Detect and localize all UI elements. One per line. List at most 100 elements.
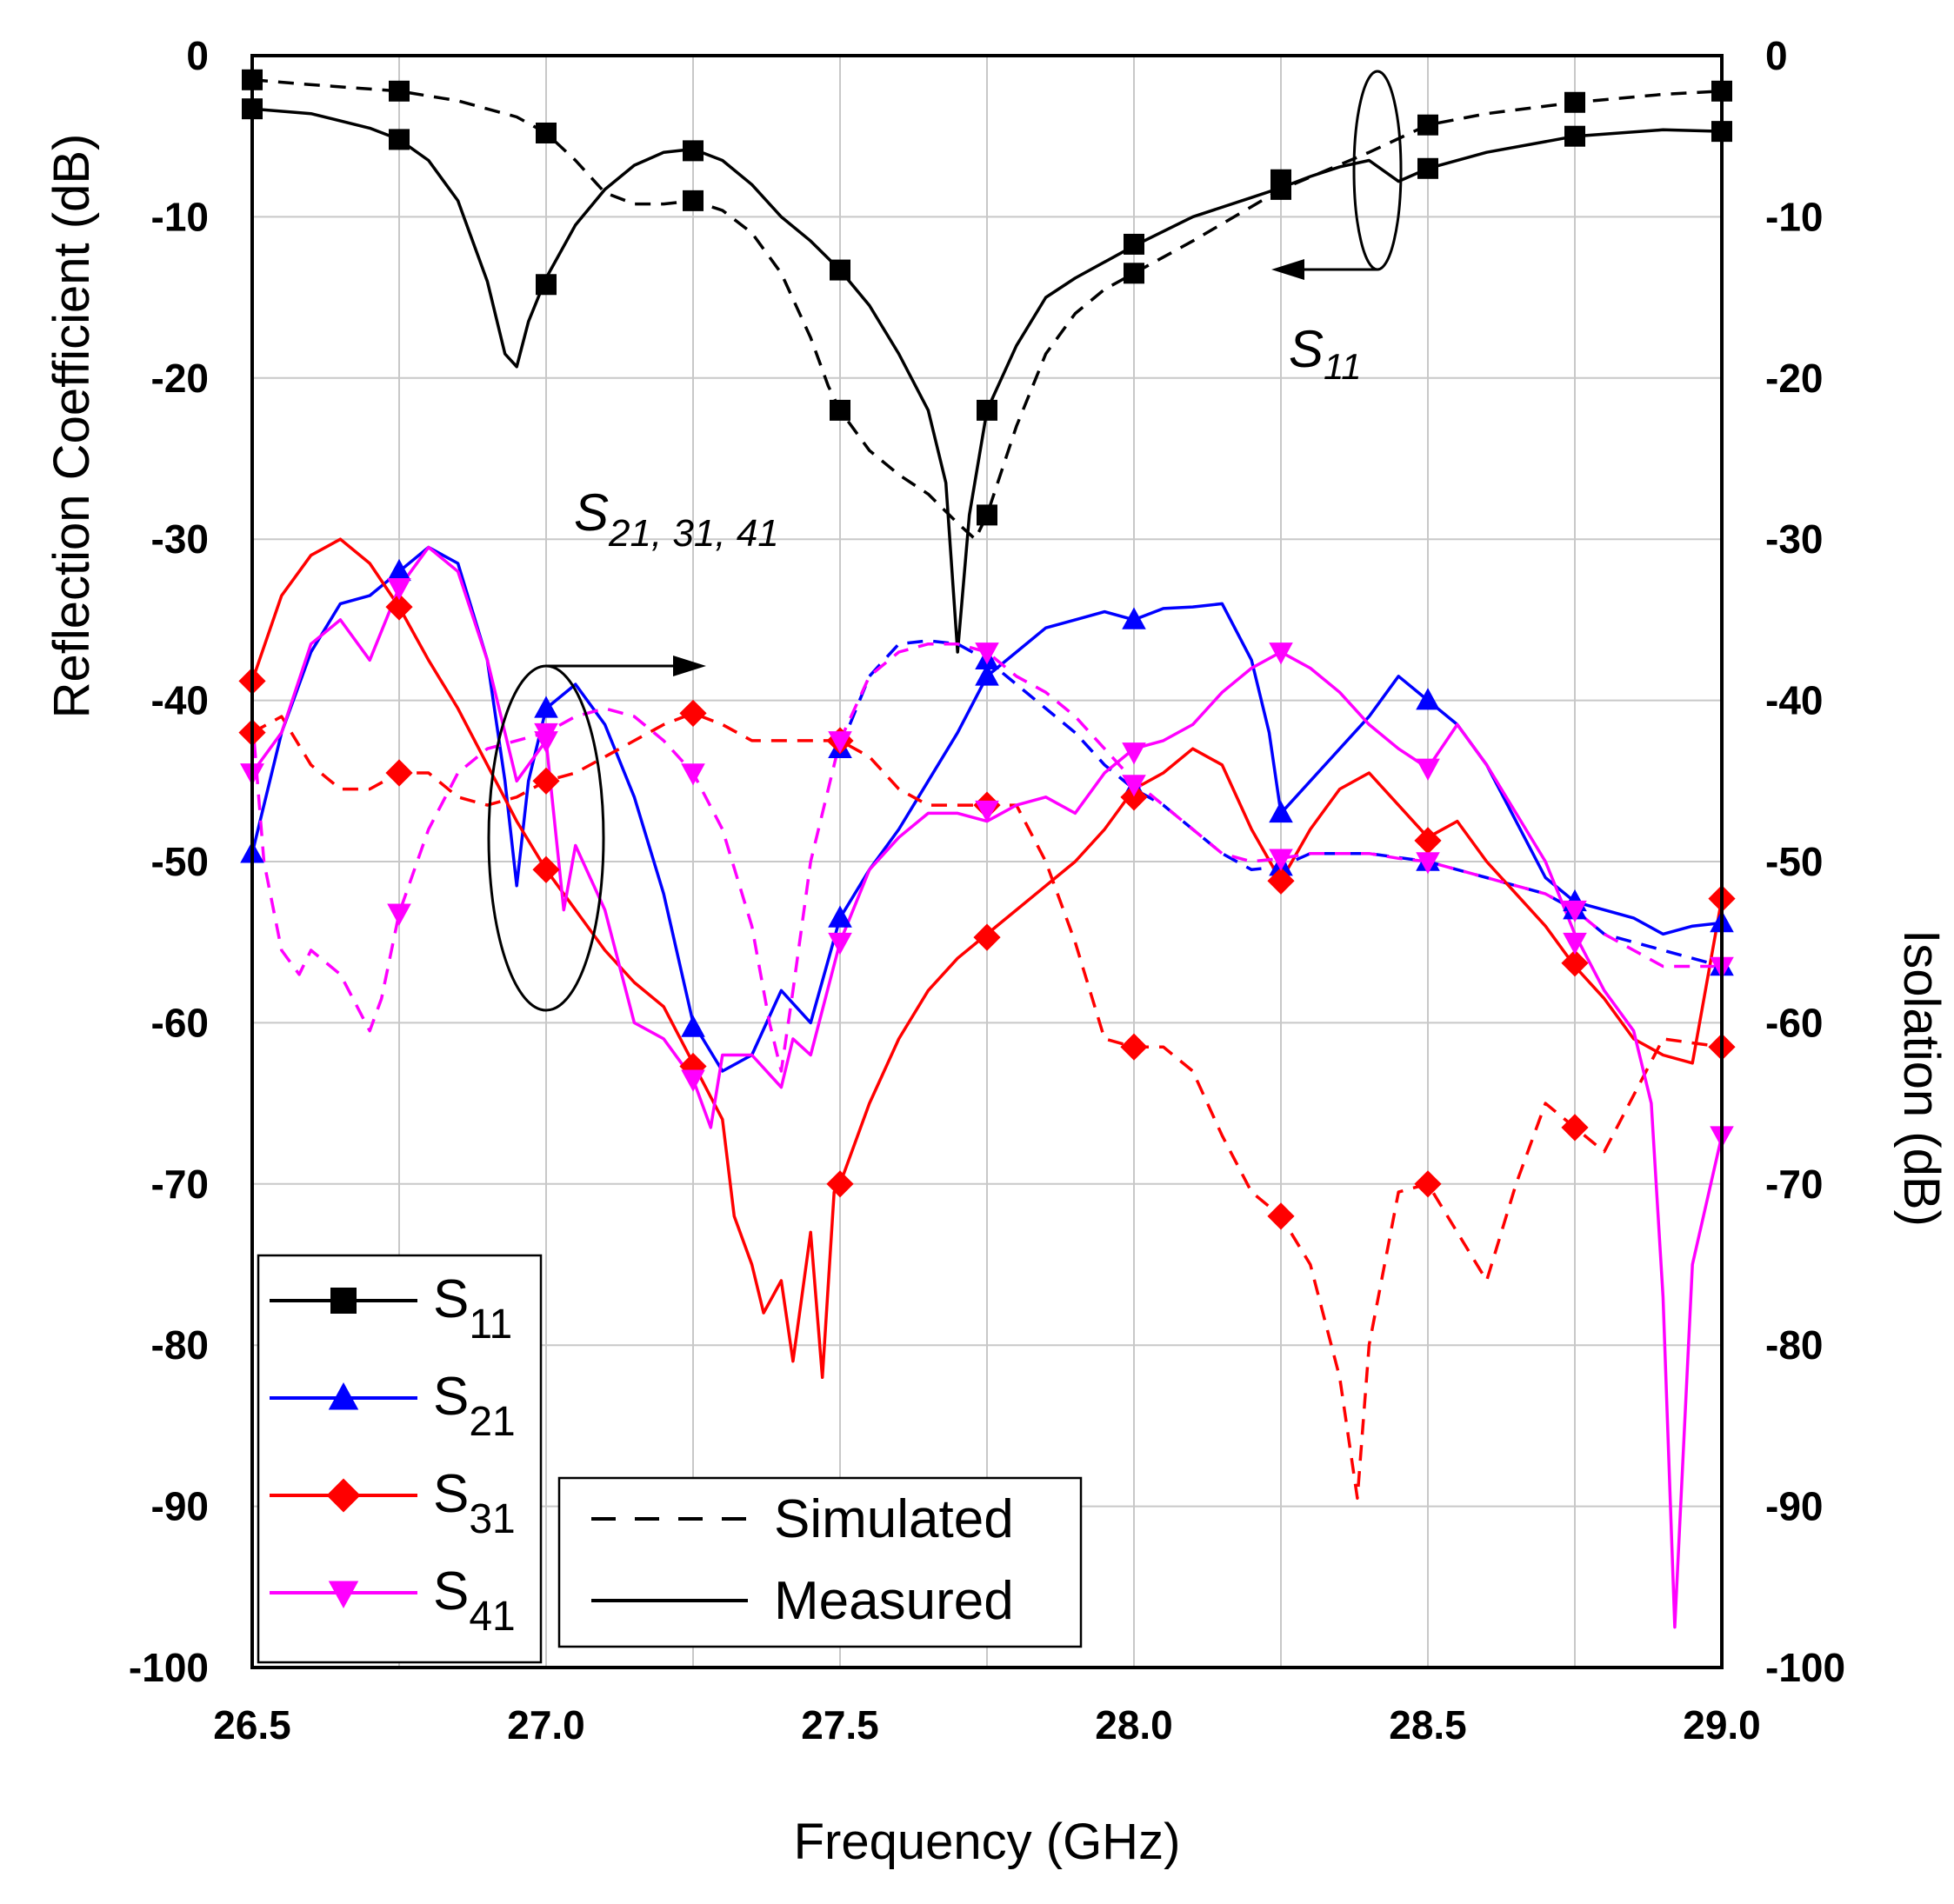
y-tick-label-left: -20 xyxy=(151,356,209,401)
data-marker-s11-measured xyxy=(683,140,704,162)
s11-label-main: S xyxy=(1289,320,1324,378)
y-tick-label-right: 0 xyxy=(1765,33,1788,78)
data-marker-s31-measured xyxy=(532,855,560,883)
data-marker-s41-measured xyxy=(975,800,999,823)
y-tick-labels-left: 0 -10 -20 -30 -40 -50 -60 -70 -80 -90 -100 xyxy=(129,33,209,1690)
plot-frame xyxy=(250,54,1724,1669)
y-tick-label-left: -40 xyxy=(151,678,209,723)
data-marker-s21-measured xyxy=(681,1015,705,1037)
x-tick-label: 27.0 xyxy=(507,1702,585,1748)
x-tick-labels: 26.5 27.0 27.5 28.0 28.5 29.0 xyxy=(213,1702,1761,1748)
series-line-s41-simulated xyxy=(252,642,1722,1073)
data-marker-s31-simulated xyxy=(1561,1114,1589,1142)
legend-label-s31: S31 xyxy=(433,1464,516,1542)
data-marker-s41-measured xyxy=(387,578,411,601)
legend-parameter-items xyxy=(270,1288,417,1608)
data-marker-s41-measured xyxy=(1563,932,1587,955)
data-marker-s11-simulated xyxy=(1564,91,1585,113)
y-axis-title-left: Reflection Coefficient (dB) xyxy=(43,134,100,719)
y-tick-label-right: -60 xyxy=(1765,1000,1823,1045)
data-marker-s41-simulated xyxy=(1269,849,1293,871)
y-tick-label-right: -90 xyxy=(1765,1484,1823,1529)
legend-label-s31-main: S xyxy=(433,1464,469,1524)
data-marker-s11-measured xyxy=(389,129,410,150)
data-marker-s41-simulated xyxy=(681,763,705,786)
data-marker-s21-measured xyxy=(534,696,558,718)
legend-marker-s31 xyxy=(326,1478,361,1513)
data-marker-s31-simulated xyxy=(1120,1033,1148,1061)
data-marker-s31-measured xyxy=(1414,827,1442,855)
x-tick-label: 27.5 xyxy=(801,1702,879,1748)
legend-label-s11-main: S xyxy=(433,1269,469,1329)
y-tick-label-left: -100 xyxy=(129,1645,209,1690)
data-marker-s11-measured xyxy=(1270,169,1291,190)
legend-label-s21-main: S xyxy=(433,1367,469,1427)
data-marker-s11-measured xyxy=(1417,157,1438,179)
y-tick-label-right: -70 xyxy=(1765,1162,1823,1207)
data-marker-s41-measured xyxy=(534,731,558,754)
y-tick-label-right: -10 xyxy=(1765,194,1823,239)
series-line-s11-measured xyxy=(252,107,1722,654)
data-marker-s11-simulated xyxy=(389,80,410,102)
legend-label-s41-main: S xyxy=(433,1561,469,1621)
s11-annotation: S11 xyxy=(1271,70,1403,387)
y-tick-label-left: -10 xyxy=(151,194,209,239)
data-marker-s11-measured xyxy=(536,274,557,296)
isolation-label: S21, 31, 41 xyxy=(574,483,779,555)
y-tick-label-right: -20 xyxy=(1765,356,1823,401)
data-marker-s21-measured xyxy=(1416,688,1440,710)
data-marker-s41-measured xyxy=(681,1069,705,1092)
legend-label-s11: S11 xyxy=(433,1269,512,1348)
legend-label-s11-sub: 11 xyxy=(469,1302,512,1348)
legend-marker-s11 xyxy=(330,1288,357,1314)
data-marker-s11-measured xyxy=(1564,125,1585,147)
y-tick-label-left: -50 xyxy=(151,839,209,884)
series-line-s41-measured xyxy=(252,545,1722,1629)
y-tick-label-right: -40 xyxy=(1765,678,1823,723)
legend-parameter-labels: S11 S21 S31 S41 xyxy=(433,1269,516,1640)
y-tick-label-left: -70 xyxy=(151,1162,209,1207)
y-tick-label-left: 0 xyxy=(186,33,209,78)
legend-label-s21-sub: 21 xyxy=(469,1399,515,1445)
data-marker-s31-measured xyxy=(1120,783,1148,811)
legend-label-s41-sub: 41 xyxy=(469,1594,515,1640)
isolation-annotation: S21, 31, 41 xyxy=(487,483,779,1012)
data-marker-s31-simulated xyxy=(385,759,413,787)
s11-arrow-head xyxy=(1271,259,1304,280)
data-marker-s21-measured xyxy=(387,558,411,582)
x-tick-label: 29.0 xyxy=(1683,1702,1761,1748)
data-marker-s21-measured xyxy=(1269,800,1293,823)
data-marker-s21-measured xyxy=(975,663,999,686)
data-marker-s11-simulated xyxy=(683,190,704,211)
data-marker-s11-simulated xyxy=(830,399,850,421)
data-marker-s31-simulated xyxy=(532,767,560,795)
y-tick-label-left: -30 xyxy=(151,516,209,562)
data-marker-s11-measured xyxy=(1124,233,1144,255)
x-tick-label: 26.5 xyxy=(213,1702,291,1748)
data-marker-s31-measured xyxy=(826,1170,854,1198)
s11-label-sub: 11 xyxy=(1324,346,1362,387)
y-tick-labels-right: 0 -10 -20 -30 -40 -50 -60 -70 -80 -90 -100 xyxy=(1765,33,1845,1690)
x-tick-label: 28.5 xyxy=(1389,1702,1467,1748)
data-marker-s21-measured xyxy=(1122,607,1146,629)
legend-parameters: S11 S21 S31 S41 xyxy=(257,1254,543,1664)
legend-label-s21: S21 xyxy=(433,1367,516,1445)
data-marker-s31-measured xyxy=(1267,867,1295,895)
data-marker-s31-simulated xyxy=(1267,1202,1295,1230)
data-marker-s31-measured xyxy=(973,923,1001,951)
y-tick-label-right: -80 xyxy=(1765,1322,1823,1368)
data-marker-s11-simulated xyxy=(977,504,997,526)
data-marker-s11-simulated xyxy=(1124,263,1144,284)
data-marker-s31-measured xyxy=(1561,949,1589,977)
data-marker-s41-simulated xyxy=(828,731,852,754)
y-tick-label-right: -100 xyxy=(1765,1645,1845,1690)
s11-label: S11 xyxy=(1289,320,1362,387)
data-marker-s31-measured xyxy=(385,593,413,621)
legend-measured-label: Measured xyxy=(774,1571,1014,1631)
x-tick-label: 28.0 xyxy=(1095,1702,1173,1748)
x-axis-title: Frequency (GHz) xyxy=(794,1814,1181,1870)
legend-label-s31-sub: 31 xyxy=(469,1496,515,1542)
legend-marker-s21 xyxy=(328,1382,359,1410)
legend-styles-box xyxy=(557,1476,1083,1648)
